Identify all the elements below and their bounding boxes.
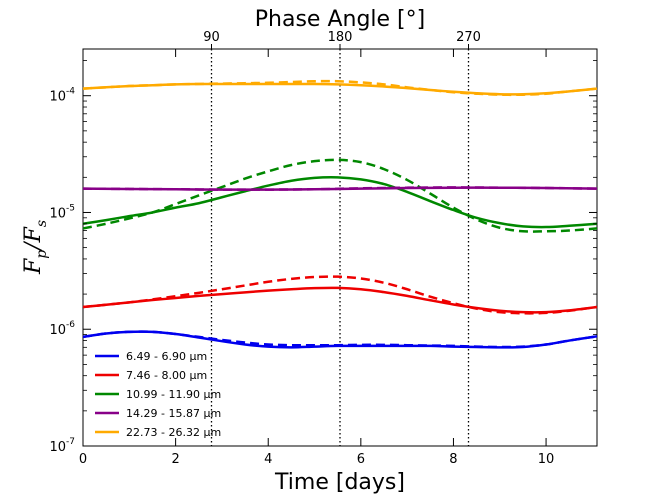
ylabel-main: F [21,258,46,275]
y-tick-label: 10-7 [49,437,75,455]
legend-label-3: 14.29 - 15.87 μm [126,407,221,420]
ylabel-sub1: p [34,250,50,259]
top-tick-label: 90 [203,30,220,45]
x-axis-label: Time [days] [274,470,405,495]
top-tick-label: 270 [456,30,481,45]
x-tick-label: 6 [357,452,365,467]
series-2-dashed-line [82,158,598,233]
ylabel-main2: F [21,226,46,243]
top-tick-label: 180 [328,30,353,45]
legend-label-2: 10.99 - 11.90 μm [126,388,221,401]
ticks: 0 2 4 6 8 10 10-7 10-6 10-5 10-4 90 180 270 [49,30,597,467]
series-layer [82,79,598,349]
ylabel-sub2: s [34,220,50,227]
x-tick-label: 0 [79,452,87,467]
y-axis-label: Fp/Fs [21,220,50,275]
legend-label-0: 6.49 - 6.90 μm [126,350,207,363]
x-tick-label: 8 [449,452,457,467]
series-0-solid-line [82,330,598,349]
legend-label-4: 22.73 - 26.32 μm [126,426,221,439]
x-tick-label: 10 [538,452,555,467]
y-tick-label: 10-4 [49,87,75,105]
legend-label-1: 7.46 - 8.00 μm [126,369,207,382]
x-tick-label: 2 [171,452,179,467]
chart-title: Phase Angle [°] [255,7,425,32]
series-4-solid-line [82,82,598,96]
svg-text:Fp/Fs: Fp/Fs [21,220,50,275]
series-3-solid-line [82,186,598,191]
series-1-solid-line [82,286,598,314]
y-tick-label: 10-5 [49,203,75,221]
series-1-dashed-line [82,275,598,315]
series-2-solid-line [82,175,598,229]
x-tick-label: 4 [264,452,272,467]
y-tick-label: 10-6 [49,320,75,338]
legend: 6.49 - 6.90 μm 7.46 - 8.00 μm 10.99 - 11.9… [95,350,221,439]
ylabel-sep: / [21,240,46,252]
